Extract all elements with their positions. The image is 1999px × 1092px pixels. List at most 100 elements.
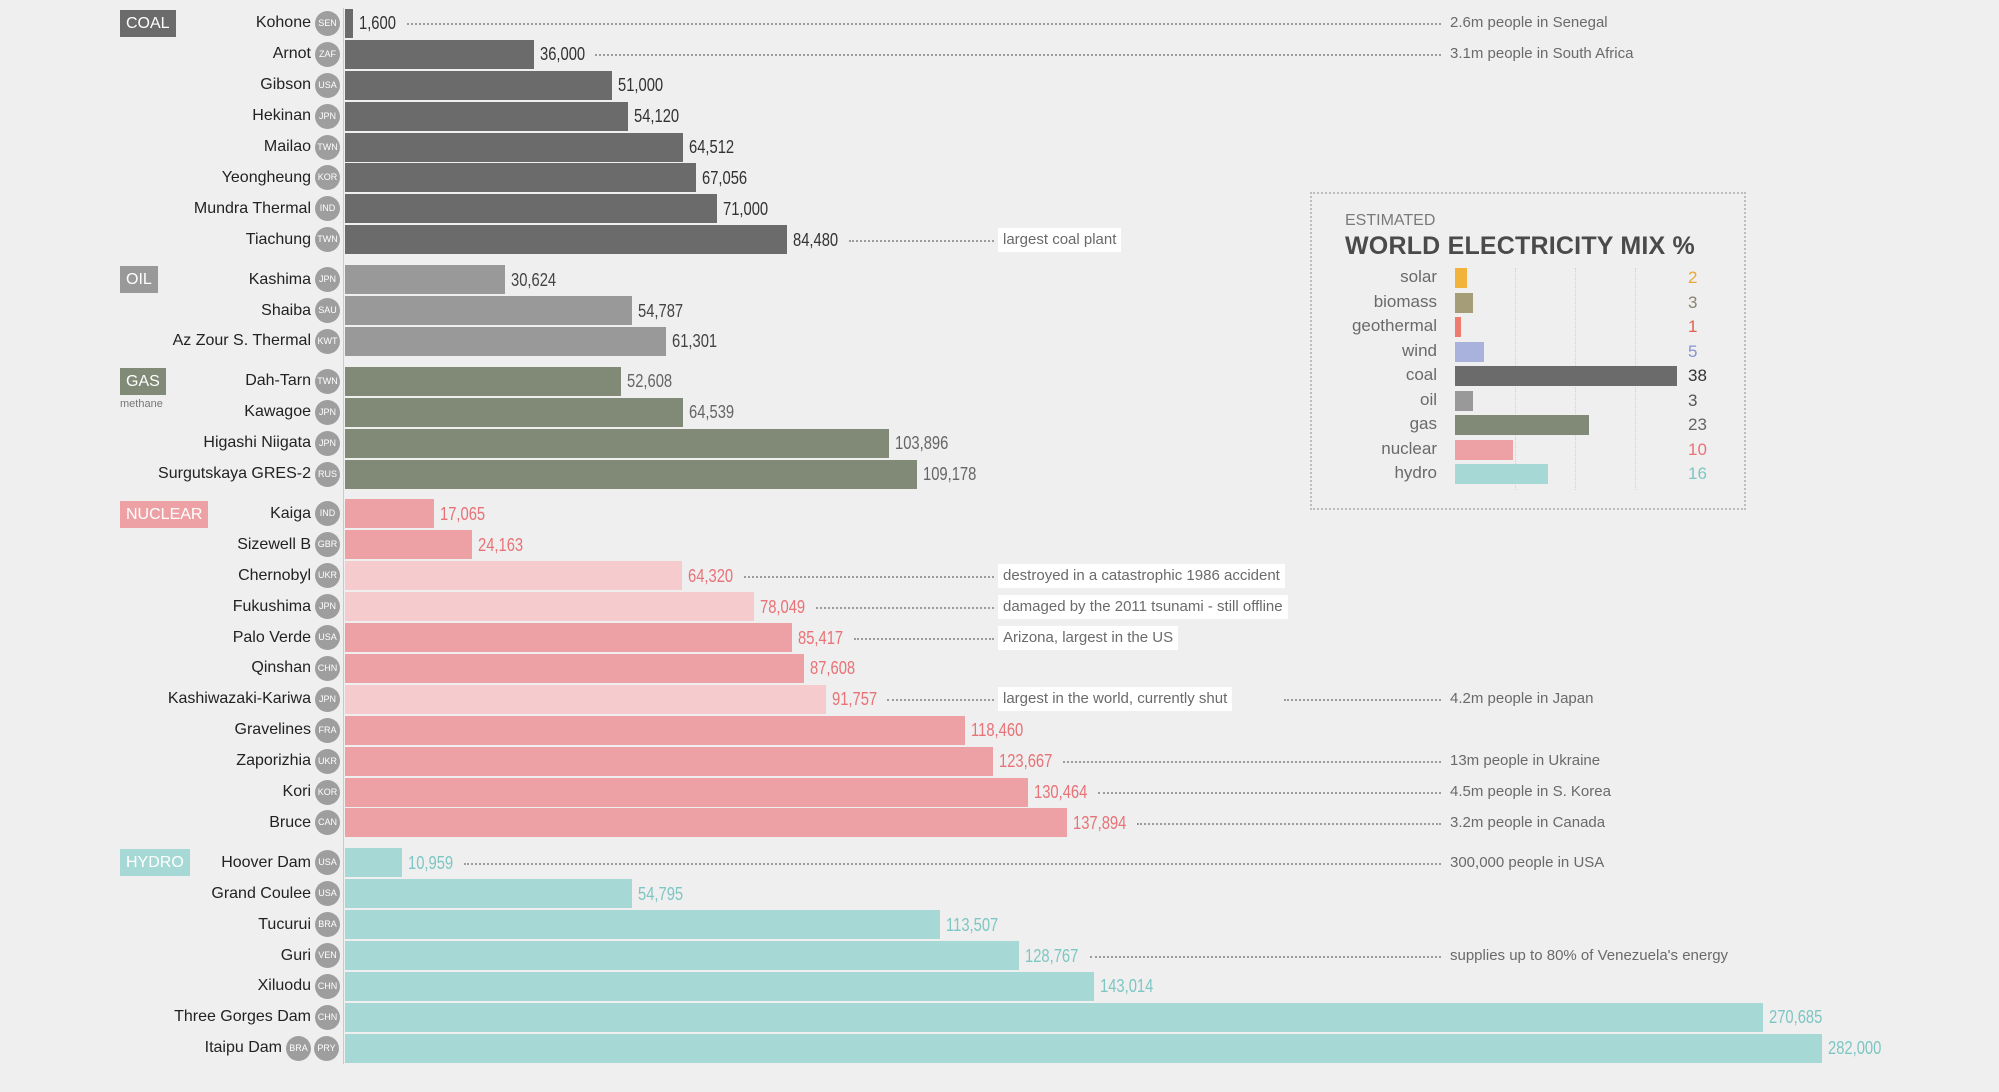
country-badge: TWN xyxy=(315,134,340,160)
inset-bar xyxy=(1455,268,1467,288)
leader-line xyxy=(1137,822,1441,825)
inset-category-label: coal xyxy=(1405,365,1437,384)
bar xyxy=(345,101,629,131)
bar xyxy=(345,715,966,745)
country-badge: USA xyxy=(315,850,340,876)
plant-name: Shaiba xyxy=(261,301,311,319)
value-label: 137,894 xyxy=(1073,812,1127,833)
plant-name: Chernobyl xyxy=(238,566,311,584)
annotation: supplies up to 80% of Venezuela's energy xyxy=(1445,943,1734,968)
inset-category-label: gas xyxy=(1409,414,1437,433)
category-subtitle: methane xyxy=(120,397,163,410)
plant-name: Grand Coulee xyxy=(211,884,311,902)
inset-value-label: 16 xyxy=(1688,464,1707,483)
inset-value-label: 5 xyxy=(1688,341,1698,361)
annotation: 3.2m people in Canada xyxy=(1445,810,1611,835)
bar xyxy=(345,653,804,683)
plant-name: Three Gorges Dam xyxy=(174,1008,311,1026)
annotation: 2.6m people in Senegal xyxy=(1445,11,1613,36)
value-label: 64,539 xyxy=(689,402,735,423)
country-badge: ZAF xyxy=(315,41,340,67)
country-badge: PRY xyxy=(314,1035,339,1061)
country-badge: TWN xyxy=(315,227,340,253)
value-label: 10,959 xyxy=(408,852,454,873)
inset-category-label: geothermal xyxy=(1351,316,1437,335)
inset-bar xyxy=(1455,439,1514,460)
bar xyxy=(345,777,1029,807)
plant-name: Tiachung xyxy=(245,230,311,248)
inset-category-label: hydro xyxy=(1394,463,1437,482)
country-badge: FRA xyxy=(315,717,340,743)
country-badge: JPN xyxy=(315,594,340,620)
leader-line xyxy=(854,637,994,640)
plant-name: Hekinan xyxy=(252,107,311,125)
inset-bar xyxy=(1455,317,1461,337)
axis-line xyxy=(343,8,344,1064)
inset-bar xyxy=(1455,415,1590,435)
plant-name: Fukushima xyxy=(232,597,311,615)
country-badge: IND xyxy=(315,501,340,527)
plant-name: Az Zour S. Thermal xyxy=(172,332,311,350)
bar xyxy=(345,70,613,100)
bar xyxy=(345,225,788,255)
country-badge: CHN xyxy=(315,973,340,999)
value-label: 130,464 xyxy=(1034,782,1088,803)
inset-kicker: ESTIMATED xyxy=(1345,212,1436,229)
annotation: 3.1m people in South Africa xyxy=(1445,42,1639,67)
value-label: 91,757 xyxy=(831,689,877,710)
bar xyxy=(345,623,793,653)
leader-line xyxy=(1283,699,1441,702)
inset-bar xyxy=(1455,390,1473,411)
inset-value-label: 23 xyxy=(1688,415,1707,434)
value-label: 1,600 xyxy=(359,13,397,34)
inset-category-label: wind xyxy=(1402,340,1437,360)
plant-name: Xiluodu xyxy=(257,977,311,995)
leader-line xyxy=(1098,792,1441,795)
country-badge: SAU xyxy=(315,298,340,324)
inset-title: WORLD ELECTRICITY MIX % xyxy=(1345,232,1695,260)
bar xyxy=(345,194,717,224)
value-label: 30,624 xyxy=(511,269,557,290)
value-label: 64,512 xyxy=(688,137,735,158)
annotation: Arizona, largest in the US xyxy=(998,625,1179,650)
value-label: 61,301 xyxy=(672,331,718,352)
plant-name: Kohone xyxy=(255,14,311,32)
bar xyxy=(345,397,684,427)
country-badge: VEN xyxy=(315,943,340,969)
leader-line xyxy=(887,699,994,702)
country-badge: BRA xyxy=(286,1035,311,1061)
inset-value-label: 3 xyxy=(1688,390,1698,410)
value-label: 54,120 xyxy=(634,106,680,127)
value-label: 103,896 xyxy=(895,433,949,454)
annotation: largest coal plant xyxy=(998,227,1122,252)
value-label: 24,163 xyxy=(477,534,523,555)
annotation: damaged by the 2011 tsunami - still offl… xyxy=(998,594,1288,619)
bar xyxy=(345,971,1095,1001)
country-badge: USA xyxy=(315,881,340,907)
bar xyxy=(345,941,1020,971)
value-label: 282,000 xyxy=(1828,1038,1882,1059)
plant-name: Gravelines xyxy=(234,721,311,739)
value-label: 54,795 xyxy=(637,883,684,904)
country-badge: USA xyxy=(315,72,340,98)
bar xyxy=(345,296,632,326)
plant-name: Hoover Dam xyxy=(221,853,311,871)
country-badge: JPN xyxy=(315,267,340,293)
leader-line xyxy=(595,54,1441,57)
category-tag-nuclear: NUCLEAR xyxy=(120,500,209,528)
bar xyxy=(345,530,472,560)
category-tag-hydro: HYDRO xyxy=(120,849,190,877)
country-badge: IND xyxy=(315,196,340,222)
inset-value-label: 1 xyxy=(1688,317,1698,336)
plant-name: Kori xyxy=(282,783,311,801)
value-label: 143,014 xyxy=(1100,976,1154,997)
country-badge: CHN xyxy=(315,655,340,681)
value-label: 17,065 xyxy=(440,503,486,524)
country-badge: CHN xyxy=(315,1004,340,1030)
bar xyxy=(345,848,403,878)
plant-name: Sizewell B xyxy=(237,535,311,553)
country-badge: BRA xyxy=(315,912,340,938)
plant-name: Tucurui xyxy=(258,915,311,933)
country-badge: SEN xyxy=(315,10,340,36)
